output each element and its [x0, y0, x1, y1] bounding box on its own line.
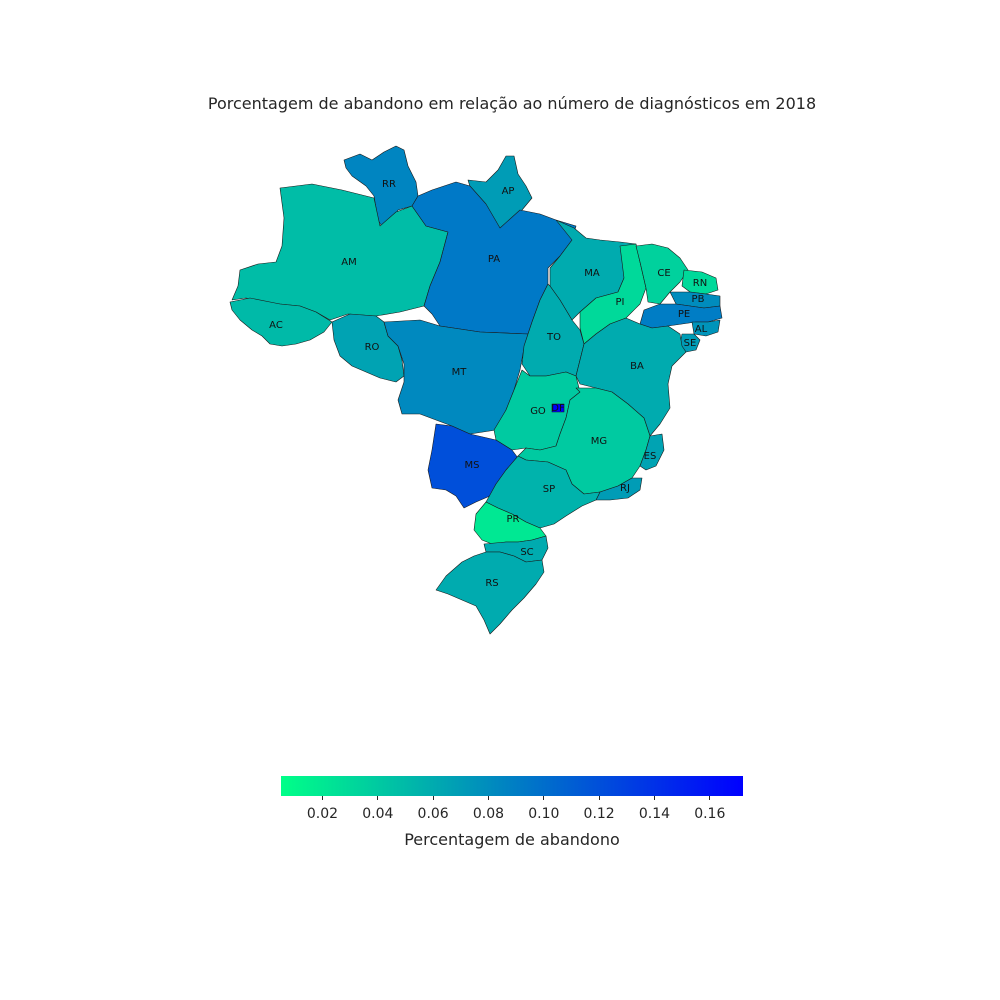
state-label-df: DF	[551, 403, 565, 414]
tick-mark	[709, 796, 711, 800]
tick-mark	[653, 796, 655, 800]
tick-mark	[377, 796, 379, 800]
state-label-se: SE	[684, 338, 697, 349]
state-label-ce: CE	[657, 268, 670, 279]
state-label-pa: PA	[488, 254, 500, 265]
state-label-pi: PI	[616, 297, 625, 308]
state-label-rn: RN	[693, 278, 707, 289]
tick-label: 0.14	[638, 806, 671, 822]
tick-label: 0.08	[472, 806, 505, 822]
tick-label: 0.02	[306, 806, 339, 822]
state-label-pr: PR	[507, 514, 520, 525]
tick-mark	[487, 796, 489, 800]
state-df	[551, 403, 565, 413]
state-label-mt: MT	[452, 367, 468, 378]
chart-title: Porcentagem de abandono em relação ao nú…	[207, 94, 817, 113]
state-label-pb: PB	[692, 294, 705, 305]
state-label-go: GO	[530, 406, 546, 417]
tick-mark	[543, 796, 545, 800]
state-label-al: AL	[695, 324, 708, 335]
state-label-to: TO	[546, 332, 561, 343]
state-rj	[595, 477, 643, 501]
tick-label: 0.16	[694, 806, 726, 822]
tick-label: 0.06	[417, 806, 449, 822]
colorbar-label: Percentagem de abandono	[404, 830, 620, 849]
state-label-ms: MS	[465, 460, 480, 471]
tick-label: 0.12	[583, 806, 615, 822]
state-label-ma: MA	[584, 268, 600, 279]
state-label-pe: PE	[678, 309, 690, 320]
colorbar-ticks: 0.02 0.04 0.06 0.08 0.10 0.12 0.14 0.16	[281, 796, 743, 826]
state-label-am: AM	[341, 257, 356, 268]
state-label-sc: SC	[520, 547, 533, 558]
colorbar	[281, 776, 743, 796]
tick-mark	[432, 796, 434, 800]
state-label-ro: RO	[365, 342, 380, 353]
state-label-es: ES	[644, 451, 657, 462]
state-ba	[575, 317, 687, 437]
tick-label: 0.04	[362, 806, 394, 822]
state-es	[639, 433, 665, 471]
state-ce	[635, 243, 689, 305]
state-label-rj: RJ	[620, 483, 630, 494]
state-label-sp: SP	[543, 484, 555, 495]
state-am	[231, 183, 449, 321]
state-label-rr: RR	[382, 179, 396, 190]
state-label-ac: AC	[269, 320, 283, 331]
state-ac	[229, 297, 333, 347]
state-rn	[681, 269, 719, 295]
state-label-ap: AP	[502, 186, 515, 197]
state-rs	[435, 551, 545, 635]
state-label-mg: MG	[591, 436, 607, 447]
state-label-rs: RS	[485, 578, 498, 589]
state-label-ba: BA	[630, 361, 644, 372]
tick-label: 0.10	[528, 806, 560, 822]
tick-mark	[598, 796, 600, 800]
tick-mark	[321, 796, 323, 800]
